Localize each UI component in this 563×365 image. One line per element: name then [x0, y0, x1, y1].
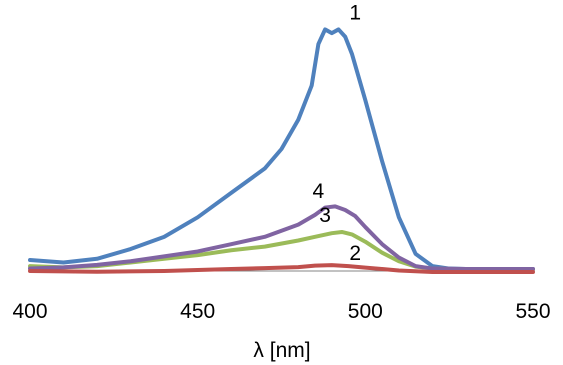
series-line-2 — [28, 263, 535, 274]
x-tick-label: 400 — [12, 300, 47, 323]
plot-area — [28, 27, 535, 274]
x-tick-label: 550 — [515, 300, 550, 323]
x-tick-labels: 400 450 500 550 — [12, 300, 550, 323]
curve-label-3: 3 — [319, 204, 331, 227]
series-line-4 — [28, 204, 535, 272]
curve-label-1: 1 — [349, 2, 361, 25]
x-tick-label: 450 — [180, 300, 215, 323]
x-axis-title: λ [nm] — [253, 339, 310, 362]
curve-label-2: 2 — [349, 242, 361, 265]
curve-label-4: 4 — [313, 180, 325, 203]
series-line-1 — [28, 27, 535, 272]
x-tick-label: 500 — [348, 300, 383, 323]
curve-labels: 1 432 — [313, 2, 362, 265]
